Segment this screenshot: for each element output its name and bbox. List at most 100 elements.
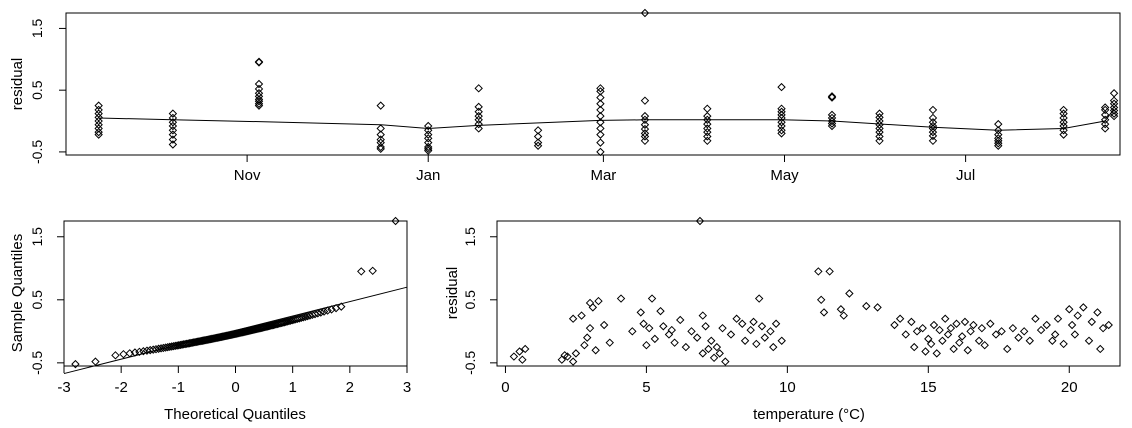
- temperature-point: [921, 347, 930, 356]
- residual-point: [596, 147, 605, 157]
- residual-point: [533, 132, 543, 141]
- temperature-point: [1067, 320, 1077, 330]
- residual-point: [994, 139, 1003, 148]
- temperature-point: [932, 349, 941, 358]
- temperature-point: [754, 294, 764, 303]
- residual-point: [640, 115, 650, 125]
- temperature-point: [659, 322, 668, 331]
- residual-point: [1059, 118, 1068, 127]
- temperature-point: [746, 325, 755, 335]
- residual-point: [168, 113, 178, 123]
- temperature-point: [664, 330, 674, 339]
- residual-point: [777, 82, 786, 92]
- temperature-point: [1065, 305, 1074, 314]
- temperature-point: [777, 336, 786, 345]
- temperature-point: [907, 317, 916, 327]
- qq-point: [135, 347, 144, 357]
- y-tick-label: 0.5: [29, 80, 45, 100]
- residual-point: [703, 115, 712, 125]
- residual-point: [1059, 105, 1068, 115]
- temperature-point: [757, 322, 767, 331]
- residual-point: [1109, 103, 1119, 112]
- residual-point: [928, 131, 938, 141]
- residual-point: [254, 58, 264, 67]
- residual-point: [1109, 111, 1119, 121]
- temperature-point: [740, 336, 750, 345]
- residual-point: [928, 113, 938, 123]
- residual-point: [994, 130, 1003, 139]
- residual-point: [928, 127, 938, 137]
- residual-point: [254, 84, 264, 94]
- x-tick-label: Mar: [590, 167, 616, 184]
- temperature-point: [726, 330, 736, 339]
- temperature-point: [974, 336, 984, 345]
- residual-point: [640, 8, 650, 18]
- residual-point: [474, 115, 483, 125]
- y-axis: -0.5 0.5 1.5: [462, 227, 497, 375]
- qq-point: [316, 308, 325, 317]
- residual-point: [1109, 89, 1119, 98]
- temperature-point: [890, 320, 899, 330]
- temperature-point: [816, 295, 826, 305]
- temperature-point: [670, 338, 679, 347]
- data-points: [94, 8, 1119, 157]
- temperature-point: [941, 314, 950, 323]
- temperature-point: [1019, 327, 1029, 336]
- residual-point: [596, 105, 605, 115]
- temperature-point: [966, 327, 975, 336]
- qq-point: [265, 321, 274, 331]
- x-tick-label: 0: [501, 379, 509, 396]
- temperature-point: [676, 315, 685, 325]
- temperature-point: [738, 319, 747, 328]
- residual-point: [424, 126, 433, 135]
- residual-point: [168, 109, 178, 118]
- residual-point: [1100, 119, 1110, 129]
- residual-point: [254, 89, 264, 98]
- residual-point: [1059, 121, 1068, 131]
- y-tick-label: 1.5: [29, 227, 45, 247]
- temperature-point: [955, 338, 964, 347]
- y-tick-label: 1.5: [462, 227, 478, 247]
- residual-point: [596, 138, 605, 147]
- residual-point: [640, 136, 650, 146]
- temperature-point: [771, 319, 781, 328]
- residual-point: [640, 120, 650, 129]
- residual-point: [376, 144, 385, 154]
- residual-point: [424, 134, 433, 143]
- x-axis: 0 5 10 15 20: [501, 366, 1078, 396]
- temperature-point: [1084, 336, 1094, 345]
- temperature-point: [639, 319, 648, 328]
- x-tick-label: Nov: [234, 167, 261, 184]
- residual-point: [424, 146, 433, 155]
- y-tick-label: -0.5: [29, 351, 45, 375]
- qq-point: [139, 347, 148, 356]
- temperature-point: [585, 298, 595, 308]
- temperature-point: [819, 308, 829, 317]
- residual-point: [875, 136, 884, 146]
- temperature-point: [814, 267, 823, 276]
- data-points: [509, 216, 1113, 366]
- temperature-point: [825, 267, 834, 276]
- temperature-point: [926, 339, 936, 349]
- x-tick-label: May: [770, 167, 799, 184]
- qq-point: [337, 302, 346, 311]
- residual-point: [254, 99, 264, 108]
- temperature-point: [1070, 330, 1080, 339]
- residual-point: [703, 132, 712, 141]
- residual-point: [928, 136, 938, 146]
- temperature-point: [642, 340, 651, 350]
- residual-point: [254, 101, 264, 110]
- residual-point: [168, 118, 178, 127]
- residual-point: [827, 121, 837, 131]
- residual-point: [168, 140, 178, 149]
- temperature-point: [577, 311, 586, 320]
- temperature-point: [698, 349, 707, 358]
- residual-point: [376, 130, 385, 139]
- temperature-point: [952, 319, 961, 328]
- qq-point: [357, 267, 366, 276]
- residual-point: [376, 138, 385, 147]
- residual-point: [994, 141, 1003, 150]
- residual-point: [703, 127, 712, 137]
- temperature-point: [599, 320, 609, 330]
